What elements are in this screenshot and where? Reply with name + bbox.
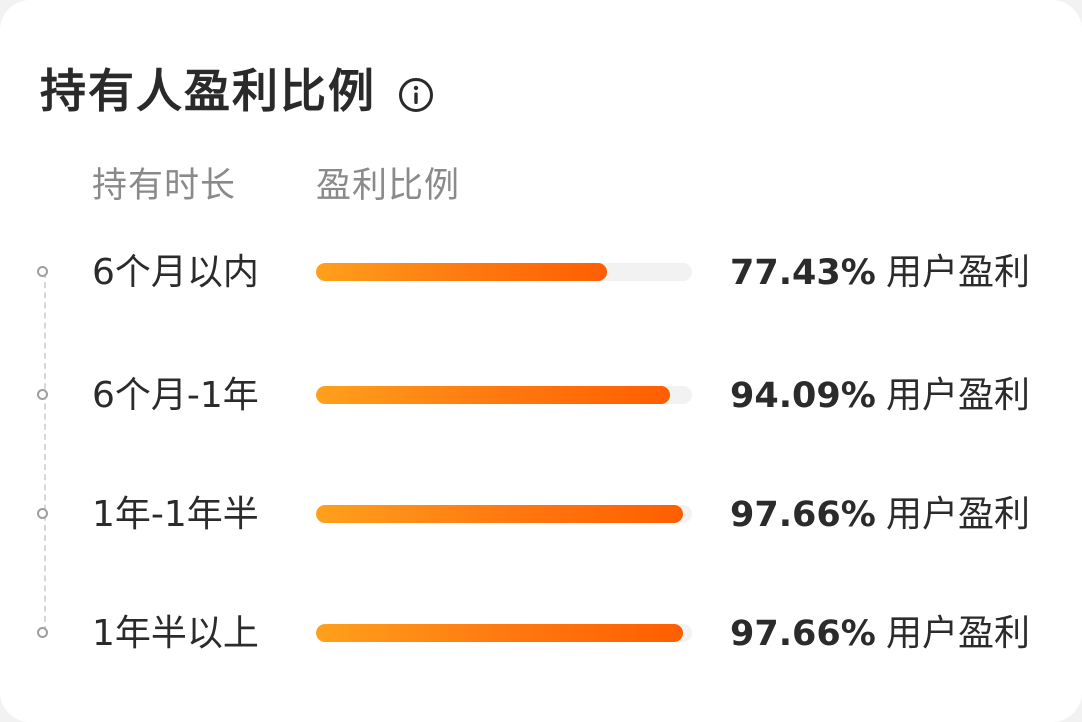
progress-track — [316, 624, 692, 642]
progress-track — [316, 505, 692, 523]
percent-value: 97.66% — [730, 614, 876, 654]
header-profit-ratio: 盈利比例 — [316, 166, 461, 206]
profit-suffix: 用户盈利 — [886, 613, 1031, 654]
period-label: 6个月-1年 — [92, 375, 259, 416]
profit-row: 6个月-1年 94.09% 用户盈利 — [0, 366, 1082, 426]
progress-track — [316, 386, 692, 404]
profit-suffix: 用户盈利 — [886, 252, 1031, 293]
card-title: 持有人盈利比例 — [40, 64, 376, 118]
timeline-line — [44, 272, 46, 632]
profit-row: 1年半以上 97.66% 用户盈利 — [0, 604, 1082, 664]
info-icon[interactable] — [398, 70, 434, 112]
timeline-dot — [37, 508, 48, 519]
header-holding-period: 持有时长 — [92, 166, 237, 206]
percent-value: 94.09% — [730, 376, 876, 416]
progress-fill — [316, 263, 608, 281]
percent-value: 77.43% — [730, 253, 876, 293]
timeline-dot — [37, 389, 48, 400]
progress-fill — [316, 624, 684, 642]
card-title-row: 持有人盈利比例 — [40, 56, 434, 120]
progress-fill — [316, 505, 684, 523]
profit-suffix: 用户盈利 — [886, 494, 1031, 535]
percent-value: 97.66% — [730, 495, 876, 535]
period-label: 1年-1年半 — [92, 494, 259, 535]
period-label: 1年半以上 — [92, 613, 259, 654]
timeline-dot — [37, 266, 48, 277]
timeline-dot — [37, 627, 48, 638]
profit-suffix: 用户盈利 — [886, 375, 1031, 416]
profit-row: 1年-1年半 97.66% 用户盈利 — [0, 485, 1082, 545]
progress-fill — [316, 386, 670, 404]
progress-track — [316, 263, 692, 281]
profit-row: 6个月以内 77.43% 用户盈利 — [0, 243, 1082, 303]
period-label: 6个月以内 — [92, 252, 259, 293]
